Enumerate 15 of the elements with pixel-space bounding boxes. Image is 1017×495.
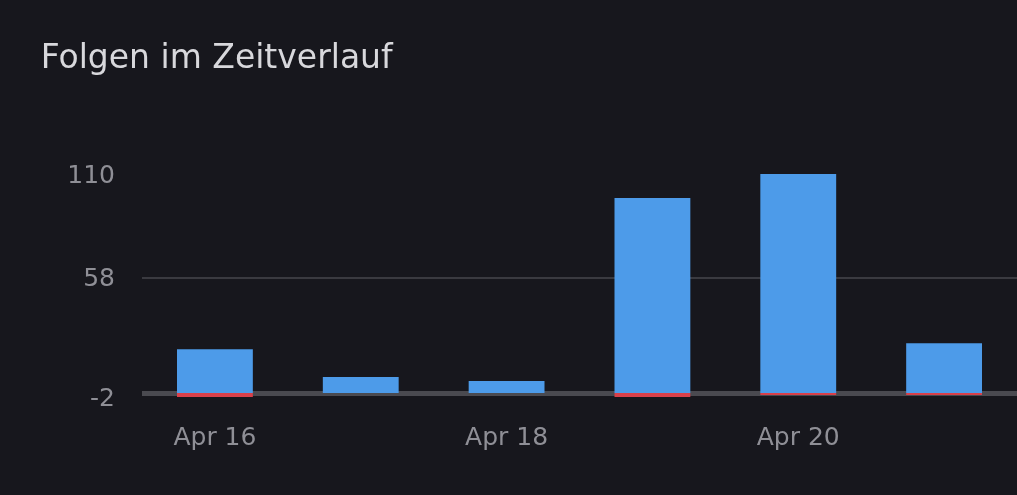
bar — [614, 393, 691, 397]
bar — [906, 343, 982, 394]
y-tick-label: -2 — [90, 382, 115, 412]
x-tick-label: Apr 18 — [465, 422, 549, 451]
y-tick-label: 110 — [67, 159, 115, 189]
bar — [177, 393, 253, 397]
bar — [468, 381, 545, 394]
chart-title: Folgen im Zeitverlauf — [40, 36, 395, 76]
bar — [177, 349, 253, 394]
bar — [322, 377, 399, 394]
y-tick-label: 58 — [83, 263, 115, 293]
x-tick-label: Apr 16 — [173, 422, 257, 451]
bar — [760, 174, 837, 394]
x-tick-label: Apr 20 — [756, 422, 840, 451]
bar — [614, 197, 691, 394]
